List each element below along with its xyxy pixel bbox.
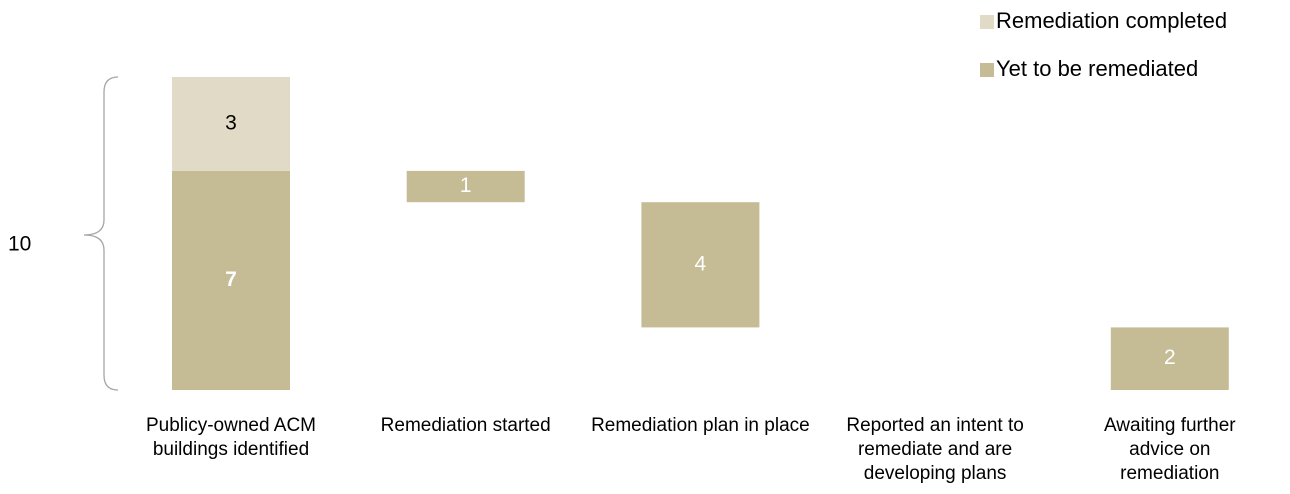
- bar: [641, 202, 760, 328]
- legend-label: Yet to be remediated: [996, 56, 1198, 81]
- bar: [172, 77, 290, 171]
- category-label: Awaiting further advice on remediation: [1103, 415, 1236, 484]
- value-label: 4: [695, 252, 707, 275]
- category-label: Publicy-owned ACM buildings identified: [145, 415, 317, 460]
- value-label: 2: [1164, 346, 1176, 369]
- brace: [83, 76, 119, 391]
- value-label: 1: [460, 174, 472, 197]
- category-label: Remediation started: [380, 415, 551, 436]
- value-label: 7: [225, 268, 237, 291]
- bar: [1110, 327, 1229, 390]
- legend-label: Remediation completed: [996, 8, 1227, 33]
- total-label: 10: [8, 233, 31, 256]
- legend-swatch: [980, 15, 994, 29]
- value-label: 3: [225, 111, 237, 134]
- category-label: Remediation plan in place: [591, 415, 810, 436]
- legend-swatch: [980, 63, 994, 77]
- category-label: Reported an intent to remediate and are …: [846, 415, 1024, 484]
- bar: [406, 170, 525, 203]
- bar: [172, 170, 290, 390]
